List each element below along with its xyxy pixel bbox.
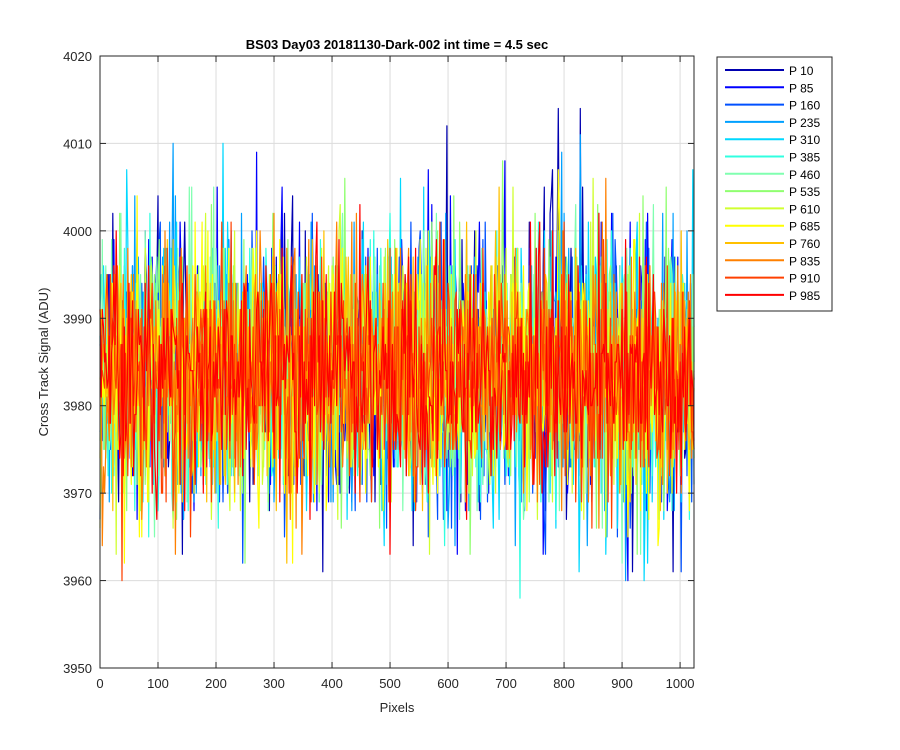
y-tick-label: 3970 [63,486,92,501]
axes-box [99,55,695,669]
legend-label: P 460 [789,168,820,182]
legend-items: P 10 P 85 P 160 P 235 P 310 P 385 P 460 P 535 P … [725,64,820,303]
y-tick-label: 3990 [63,311,92,326]
legend-label: P 610 [789,202,820,216]
x-tick-label: 100 [147,676,169,691]
legend-label: P 385 [789,151,820,165]
x-tick-label: 300 [263,676,285,691]
x-tick-label: 1000 [666,676,695,691]
legend-box [716,56,833,312]
y-tick-labels: 3950 3960 3970 3980 3990 4000 4010 4020 [63,49,92,676]
y-tick-label: 3950 [63,661,92,676]
x-tick-label: 600 [437,676,459,691]
plot-area [99,55,695,669]
y-tick-label: 4000 [63,224,92,239]
x-tick-label: 200 [205,676,227,691]
x-axis-label: Pixels [380,700,415,715]
legend-label: P 235 [789,116,820,130]
x-tick-label: 400 [321,676,343,691]
legend-label: P 10 [789,64,814,78]
series-line [99,204,695,555]
series-lines [99,107,695,599]
x-tick-labels: 0 100 200 300 400 500 600 700 800 900 1000 [96,676,694,691]
legend-label: P 160 [789,99,820,113]
legend-label: P 685 [789,220,820,234]
legend-label: P 835 [789,254,820,268]
x-tick-label: 500 [379,676,401,691]
x-tick-label: 700 [495,676,517,691]
legend-label: P 760 [789,237,820,251]
x-tick-label: 800 [553,676,575,691]
y-tick-label: 3960 [63,574,92,589]
y-tick-label: 4020 [63,49,92,64]
legend-label: P 910 [789,272,820,286]
tick-marks [99,55,694,669]
legend-label: P 535 [789,185,820,199]
y-axis-label: Cross Track Signal (ADU) [36,288,51,437]
legend-label: P 310 [789,133,820,147]
chart-title: BS03 Day03 20181130-Dark-002 int time = … [246,37,548,52]
x-tick-label: 0 [96,676,103,691]
x-tick-label: 900 [611,676,633,691]
legend-label: P 85 [789,81,814,95]
legend: P 10 P 85 P 160 P 235 P 310 P 385 P 460 P 535 P … [716,56,833,312]
y-tick-label: 4010 [63,136,92,151]
legend-label: P 985 [789,289,820,303]
y-tick-label: 3980 [63,399,92,414]
